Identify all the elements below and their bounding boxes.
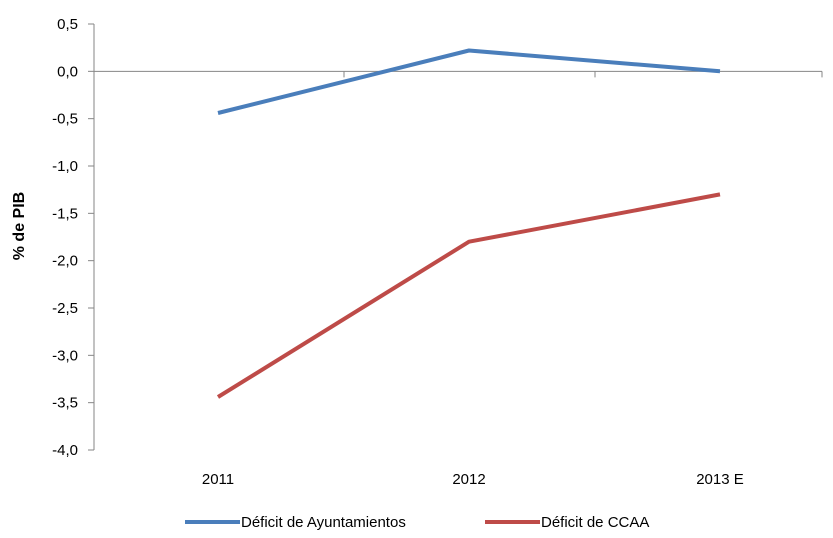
y-tick-label: -2,5 [52, 300, 78, 317]
y-tick-label: -3,0 [52, 347, 78, 364]
y-tick-label: -3,5 [52, 395, 78, 412]
legend: Déficit de Ayuntamientos Déficit de CCAA [185, 514, 649, 531]
legend-item: Déficit de CCAA [485, 514, 649, 531]
legend-label: Déficit de Ayuntamientos [241, 514, 406, 531]
series-line-2 [216, 192, 721, 399]
series-lines [216, 48, 721, 399]
x-axis: 2011 2012 2013 E [94, 70, 823, 488]
y-tick-label: 0,5 [57, 16, 78, 33]
y-tick-label: -4,0 [52, 442, 78, 459]
legend-label: Déficit de CCAA [541, 514, 649, 531]
series-line-1 [217, 48, 721, 115]
legend-item: Déficit de Ayuntamientos [185, 514, 406, 531]
y-axis-label: % de PIB [11, 192, 28, 260]
y-tick-label: -2,0 [52, 253, 78, 270]
x-tick-label: 2013 E [696, 471, 744, 488]
y-axis: 0,5 0,0 -0,5 -1,0 -1,5 -2,0 -2,5 -3,0 -3,5 -4,0 [52, 16, 95, 459]
y-tick-label: -1,0 [52, 158, 78, 175]
y-tick-label: -1,5 [52, 205, 78, 222]
x-tick-label: 2012 [452, 471, 485, 488]
y-tick-label: 0,0 [57, 63, 78, 80]
x-tick-label: 2011 [202, 471, 234, 488]
y-tick-label: -0,5 [52, 111, 78, 128]
